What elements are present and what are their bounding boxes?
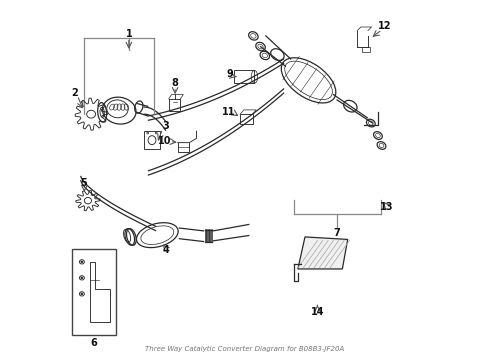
Text: 8: 8 xyxy=(171,78,178,88)
Ellipse shape xyxy=(81,261,83,263)
Polygon shape xyxy=(297,237,347,269)
Text: 11: 11 xyxy=(221,107,235,117)
Text: 5: 5 xyxy=(80,178,87,188)
Text: 1: 1 xyxy=(125,29,132,39)
Text: 14: 14 xyxy=(310,307,324,317)
Text: 12: 12 xyxy=(378,21,391,31)
Text: 13: 13 xyxy=(379,202,393,212)
Text: Three Way Catalytic Converter Diagram for B08B3-JF20A: Three Way Catalytic Converter Diagram fo… xyxy=(144,345,344,351)
Text: 3: 3 xyxy=(162,121,168,131)
Ellipse shape xyxy=(81,293,83,295)
Text: 10: 10 xyxy=(157,136,171,146)
Text: 7: 7 xyxy=(333,228,340,238)
Bar xyxy=(72,249,116,335)
Text: 2: 2 xyxy=(71,88,78,98)
Text: 6: 6 xyxy=(91,338,97,348)
Ellipse shape xyxy=(81,277,83,279)
Text: 4: 4 xyxy=(162,246,168,256)
Text: 9: 9 xyxy=(226,69,232,79)
